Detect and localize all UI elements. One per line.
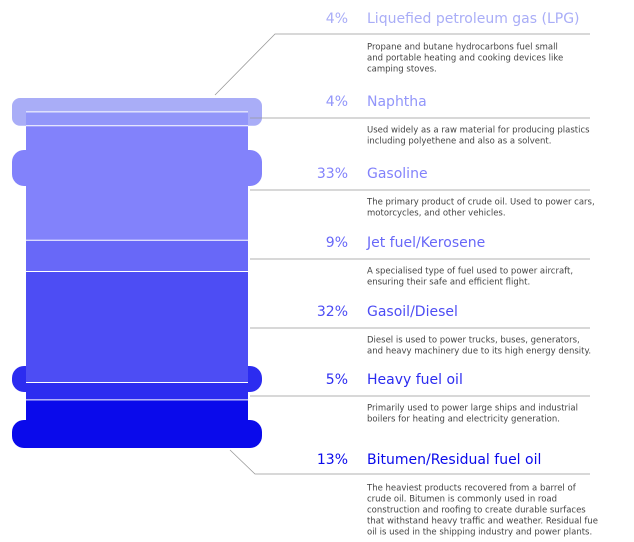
fuel-description: motorcycles, and other vehicles.: [367, 209, 506, 219]
fuel-label: Naphtha: [367, 94, 427, 110]
fuel-label: Liquefied petroleum gas (LPG): [367, 11, 580, 27]
fuel-description: The heaviest products recovered from a b…: [366, 484, 577, 494]
fuel-description: Used widely as a raw material for produc…: [367, 126, 590, 136]
percent-label: 9%: [326, 235, 348, 251]
barrel-segment: [26, 272, 248, 383]
percent-label: 13%: [317, 452, 348, 468]
fuel-label: Gasoil/Diesel: [367, 304, 458, 320]
barrel-segment: [26, 112, 248, 126]
fuel-description: ensuring their safe and efficient flight…: [367, 278, 530, 288]
percent-label: 5%: [326, 372, 348, 388]
fuel-label: Jet fuel/Kerosene: [366, 235, 485, 251]
fuel-description: and heavy machinery due to its high ener…: [367, 347, 591, 357]
fuel-description: including polyethene and also as a solve…: [367, 137, 551, 147]
fuel-description: The primary product of crude oil. Used t…: [366, 198, 595, 208]
barrel-segment: [26, 400, 248, 445]
fuel-description: construction and roofing to create durab…: [367, 506, 586, 516]
barrel-segment: [26, 126, 248, 241]
fuel-description: that withstand heavy traffic and weather…: [367, 517, 598, 527]
fuel-description: camping stoves.: [367, 65, 437, 75]
barrel-segment: [26, 383, 248, 400]
fuel-label: Gasoline: [367, 166, 428, 182]
fuel-description: oil is used in the shipping industry and…: [367, 528, 592, 538]
fuel-description: Propane and butane hydrocarbons fuel sma…: [367, 43, 558, 53]
infographic: 4% Liquefied petroleum gas (LPG) Propane a…: [0, 0, 634, 542]
fuel-description: Primarily used to power large ships and …: [367, 404, 578, 414]
fuel-label: Bitumen/Residual fuel oil: [367, 452, 541, 468]
barrel-segment: [26, 240, 248, 271]
fuel-label: Heavy fuel oil: [367, 372, 463, 388]
fuel-description: and portable heating and cooking devices…: [367, 54, 563, 64]
fuel-description: A specialised type of fuel used to power…: [367, 267, 573, 277]
percent-label: 4%: [326, 11, 348, 27]
percent-label: 33%: [317, 166, 348, 182]
fuel-description: crude oil. Bitumen is commonly used in r…: [367, 495, 557, 505]
fuel-description: Diesel is used to power trucks, buses, g…: [367, 336, 580, 346]
percent-label: 4%: [326, 94, 348, 110]
percent-label: 32%: [317, 304, 348, 320]
fuel-description: boilers for heating and electricity gene…: [367, 415, 560, 425]
